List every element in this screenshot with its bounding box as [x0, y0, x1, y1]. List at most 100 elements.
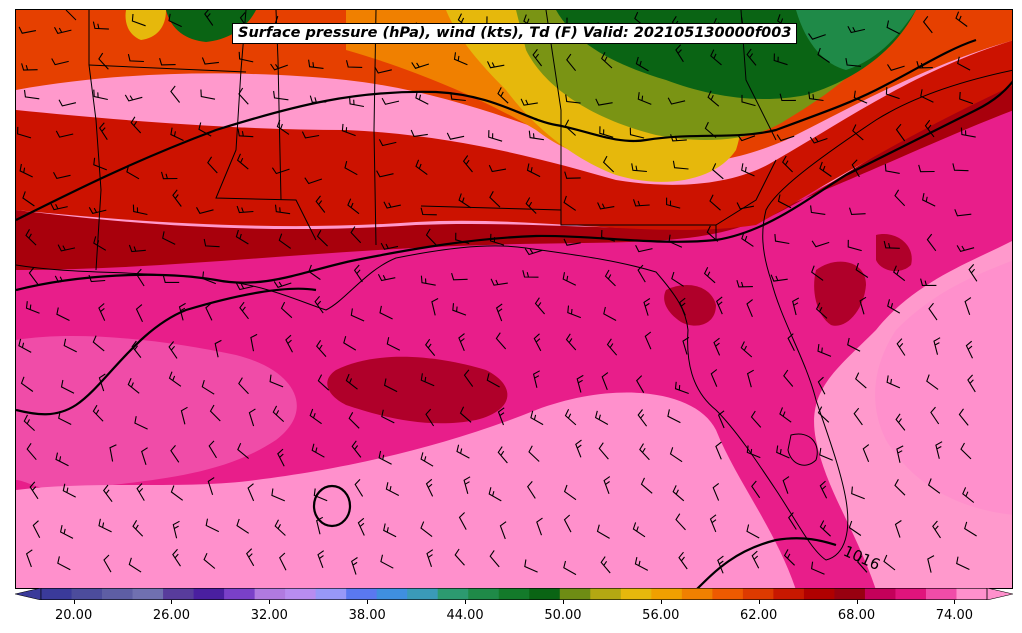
wind-barb [918, 164, 935, 173]
wind-barb [636, 375, 645, 393]
wind-barb [380, 242, 399, 250]
wind-barb [454, 548, 465, 566]
wind-barb [93, 89, 108, 101]
colorbar-segment [895, 588, 927, 600]
wind-barb [935, 441, 943, 459]
wind-barb [751, 480, 761, 499]
wind-barb [237, 442, 249, 459]
colorbar-tick-label: 44.00 [446, 608, 484, 623]
wind-barb [279, 552, 287, 571]
wind-barb [376, 170, 394, 178]
wind-barb [741, 163, 755, 177]
wind-barb [450, 92, 466, 102]
wind-barb [178, 302, 186, 321]
wind-barb [236, 153, 249, 170]
wind-barb [274, 519, 286, 536]
colorbar-segment [71, 588, 103, 600]
wind-barb [109, 444, 117, 462]
wind-barb [237, 128, 254, 138]
wind-barb [374, 66, 392, 74]
wind-barb [716, 296, 723, 315]
wind-barb [420, 452, 434, 467]
wind-barb [563, 195, 577, 211]
td-64-band [16, 80, 1012, 270]
wind-barb [497, 87, 509, 104]
wind-barb [703, 266, 716, 284]
wind-barb [180, 406, 188, 425]
wind-barb [26, 442, 37, 461]
wind-barb [103, 554, 112, 573]
wind-barb [792, 297, 800, 316]
wind-barb [808, 91, 824, 102]
wind-barb [238, 51, 254, 63]
wind-barb [313, 488, 328, 502]
wind-barb [520, 98, 538, 106]
wind-barb [127, 377, 140, 394]
wind-barb [92, 21, 109, 30]
colorbar-segment [620, 588, 652, 600]
wind-barb [54, 26, 72, 35]
wind-barb [23, 414, 35, 432]
wind-barb [810, 205, 826, 215]
wind-barb [378, 450, 392, 465]
wind-barb [601, 372, 609, 391]
wind-barb [927, 555, 935, 573]
wind-barb [495, 332, 507, 350]
wind-barb [600, 556, 611, 574]
wind-barb [135, 304, 143, 323]
wind-barb [272, 405, 285, 423]
wind-barb [566, 53, 577, 72]
wind-barb [596, 524, 610, 539]
td-46-patch-nw [166, 10, 256, 42]
wind-barb [308, 264, 321, 281]
wind-barb [715, 441, 722, 460]
colorbar-segment [742, 588, 774, 600]
wind-barb [276, 119, 290, 135]
wind-barb [601, 229, 616, 242]
wind-barb [524, 248, 543, 256]
wind-barb [208, 440, 217, 459]
wind-barb [273, 90, 289, 101]
wind-barb [746, 48, 757, 66]
colorbar-tick-label: 38.00 [348, 608, 386, 623]
wind-barb [746, 524, 760, 539]
wind-barb [707, 90, 720, 107]
colorbar-tick [73, 600, 75, 604]
wind-barb [236, 518, 250, 534]
wind-barb [637, 409, 648, 427]
wind-barb [737, 134, 756, 142]
wind-barb [159, 58, 176, 66]
colorbar-extend-low [15, 588, 42, 600]
colorbar-segment [712, 588, 744, 600]
wind-barb [98, 52, 109, 70]
wind-barb [528, 445, 540, 462]
wind-barb [57, 556, 71, 571]
wind-barb [709, 194, 721, 211]
wind-barb [488, 487, 502, 502]
wind-barb [894, 520, 902, 538]
td-44-region [796, 10, 916, 70]
wind-barb [132, 204, 148, 216]
wind-barb [810, 561, 825, 575]
wind-barb [488, 130, 503, 142]
wind-barb [710, 369, 718, 387]
wind-barb [776, 445, 790, 459]
wind-barb [354, 479, 364, 497]
wind-barb [774, 234, 790, 245]
wind-barb [280, 301, 293, 319]
wind-barb [411, 62, 430, 69]
wind-barb [894, 189, 906, 207]
wind-barb [203, 238, 220, 248]
wind-barb [452, 303, 467, 316]
wind-barb [19, 163, 33, 178]
colorbar-tick-labels: 20.00 26.00 32.00 38.00 44.00 50.00 56.00 62.00… [0, 600, 1022, 630]
wind-barb [959, 91, 974, 105]
wind-barb [751, 550, 760, 569]
wind-barb [851, 159, 860, 178]
wind-barb [637, 264, 646, 283]
wind-barb [740, 341, 753, 358]
wind-barb [317, 374, 330, 391]
wind-barb [672, 485, 685, 502]
wind-barb [894, 479, 906, 496]
wind-barb [631, 163, 647, 173]
